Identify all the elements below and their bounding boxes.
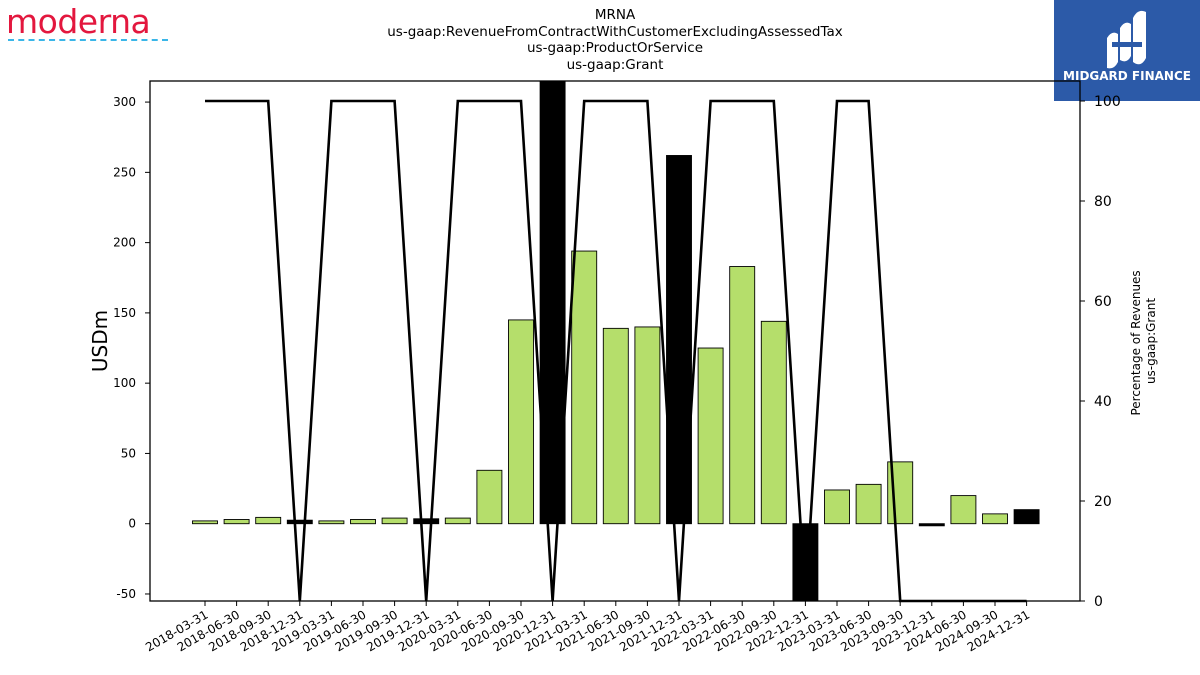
bar-2021-09-30 [634, 326, 661, 525]
bar-2019-06-30 [350, 519, 376, 525]
y-tick-label: 0 [128, 517, 136, 531]
logo-underline [8, 39, 168, 41]
chart-title-line-4: us-gaap:Grant [566, 56, 664, 73]
y2-tick-label: 60 [1094, 294, 1112, 310]
moderna-logo-text: moderna [6, 2, 151, 41]
moderna-logo: moderna [6, 2, 168, 41]
y2-axis-label-line-2: us-gaap:Grant [1144, 298, 1158, 384]
y-axis-label: USDm [88, 310, 112, 372]
y2-axis-label-line-1: Percentage of Revenues [1129, 270, 1143, 415]
chart-title-line-1: MRNA [594, 7, 636, 23]
bar-2021-03-31 [571, 250, 598, 525]
bar-2019-12-31 [413, 518, 440, 525]
bar-2024-09-30 [982, 513, 1008, 525]
y2-tick-label: 80 [1094, 194, 1112, 210]
bar-2024-06-30 [950, 495, 977, 525]
y-tick-label: 300 [113, 95, 136, 109]
left-axis-ticks: -50 0 50 100 150 200 250 300 [113, 95, 150, 601]
line-layer [205, 99, 1027, 603]
y2-tick-label: 100 [1094, 94, 1121, 110]
y-tick-label: 150 [113, 306, 136, 320]
y-tick-label: 200 [113, 236, 136, 250]
bar-2018-12-31 [286, 519, 313, 525]
bar-2019-09-30 [381, 517, 408, 525]
midgard-finance-name: MIDGARD FINANCE [1063, 69, 1191, 83]
right-axis-ticks: 0 20 40 60 80 100 [1080, 94, 1121, 610]
y2-tick-label: 20 [1094, 494, 1112, 510]
bar-2023-06-30 [855, 483, 882, 525]
plot-frame [149, 80, 1081, 602]
midgard-finance-logo: MIDGARD FINANCE [1054, 0, 1200, 101]
bar-2018-09-30 [255, 516, 282, 525]
chart-title: MRNA us-gaap:RevenueFromContractWithCust… [0, 7, 1200, 73]
bar-2022-03-31 [697, 347, 724, 525]
bar-2023-03-31 [824, 489, 850, 525]
y-tick-label: -50 [116, 587, 136, 601]
bar-2018-06-30 [223, 519, 250, 525]
y-tick-label: 50 [121, 446, 136, 460]
y2-axis-label: Percentage of Revenues us-gaap:Grant [1129, 266, 1158, 415]
bar-2020-06-30 [476, 469, 503, 525]
bar-2023-12-31 [918, 523, 945, 527]
grant-percentage-line [205, 99, 1027, 603]
bar-2020-03-31 [444, 517, 471, 525]
y-tick-label: 100 [113, 376, 136, 390]
bar-2020-09-30 [508, 319, 534, 525]
chart-title-line-3: us-gaap:ProductOrService [526, 40, 704, 56]
y2-tick-label: 0 [1094, 594, 1103, 610]
midgard-mark-icon [1107, 10, 1146, 69]
bar-layer [192, 80, 1040, 602]
bar-2021-06-30 [602, 327, 629, 525]
y-tick-label: 250 [113, 165, 136, 179]
bar-2019-03-31 [318, 520, 345, 525]
bar-2022-06-30 [729, 266, 756, 525]
x-axis-ticks: 2018-03-312018-06-302018-09-302018-12-31… [143, 601, 1032, 654]
bar-2022-09-30 [760, 320, 787, 525]
bar-2018-03-31 [192, 520, 218, 525]
chart-title-line-2: us-gaap:RevenueFromContractWithCustomerE… [387, 23, 843, 40]
bar-2024-12-31 [1013, 509, 1040, 525]
y2-tick-label: 40 [1094, 394, 1112, 410]
